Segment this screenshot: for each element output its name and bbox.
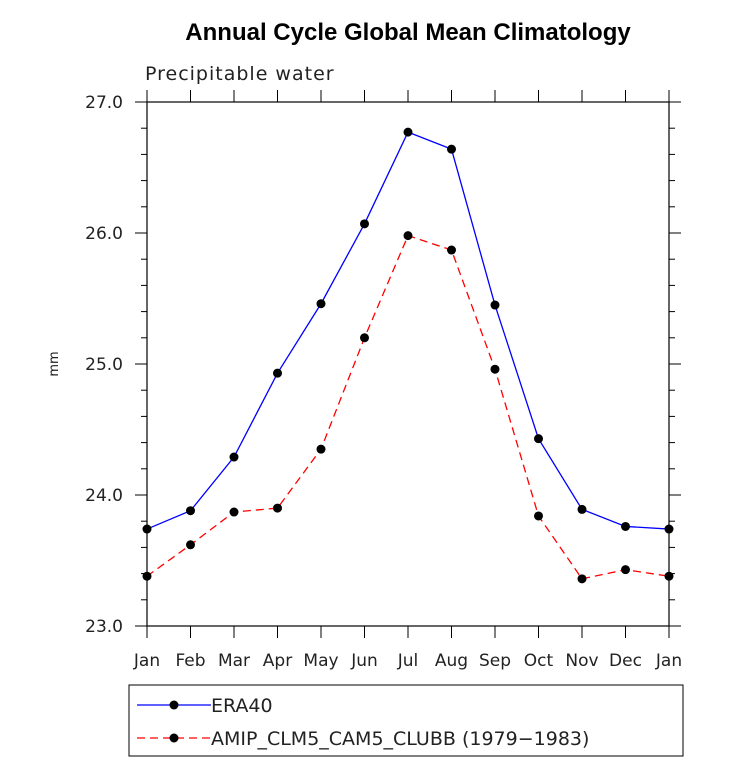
series-0-point <box>316 299 326 309</box>
x-tick-label: Jan <box>133 651 160 671</box>
x-tick-labels: Jan Feb Mar Apr May Jun Jul Aug Sep Oct Nov Dec Jan <box>133 651 682 671</box>
x-tick-label: Sep <box>479 651 511 671</box>
legend: ERA40 AMIP_CLM5_CAM5_CLUBB (1979−1983) <box>128 684 684 757</box>
legend-label-era40: ERA40 <box>211 695 273 717</box>
series-layer <box>142 127 674 584</box>
series-1-point <box>577 574 587 584</box>
x-tick-label: Feb <box>175 651 205 671</box>
series-0-point <box>577 504 587 514</box>
x-tick-label: Nov <box>565 651 598 671</box>
minor-ticks <box>141 127 675 601</box>
y-tick-label: 25.0 <box>85 355 123 375</box>
series-1-point <box>316 444 326 454</box>
y-tick-label: 24.0 <box>85 486 123 506</box>
x-tick-label: Jan <box>655 651 682 671</box>
series-0-point <box>447 144 456 154</box>
y-axis-label: mm <box>47 351 62 376</box>
legend-label-amip: AMIP_CLM5_CAM5_CLUBB (1979−1983) <box>211 728 589 750</box>
series-line-1 <box>146 234 670 580</box>
series-1-point <box>360 333 369 343</box>
y-tick-label: 26.0 <box>85 224 123 244</box>
legend-marker-amip <box>169 733 179 743</box>
x-tick-label: May <box>303 651 338 671</box>
series-0-point <box>621 521 630 531</box>
series-0-point <box>403 127 413 137</box>
y-tick-label: 27.0 <box>85 93 123 113</box>
series-1-point <box>490 364 500 374</box>
y-tick-labels: 23.0 24.0 25.0 26.0 27.0 <box>85 93 123 637</box>
series-0-point <box>273 368 282 378</box>
legend-marker-era40 <box>169 700 179 710</box>
x-tick-label: Dec <box>609 651 642 671</box>
x-tick-label: Apr <box>263 651 292 671</box>
x-tick-label: Jun <box>350 651 378 671</box>
series-line-0 <box>146 131 670 530</box>
major-ticks <box>135 90 681 638</box>
chart-title: Annual Cycle Global Mean Climatology <box>185 19 631 46</box>
plot-frame <box>146 101 670 627</box>
series-0-point <box>186 506 195 516</box>
chart-subtitle: Precipitable water <box>145 63 335 85</box>
series-1-point <box>534 511 543 521</box>
x-tick-label: Oct <box>524 651 554 671</box>
series-1-point <box>273 503 282 513</box>
series-1-point <box>447 245 456 255</box>
series-1-point <box>403 231 413 241</box>
x-tick-label: Jul <box>397 651 419 671</box>
y-tick-label: 23.0 <box>85 617 123 637</box>
legend-box <box>128 684 684 757</box>
series-0-point <box>360 219 369 229</box>
series-0-point <box>229 452 239 462</box>
x-tick-label: Mar <box>218 651 250 671</box>
x-tick-label: Aug <box>435 651 468 671</box>
series-1-point <box>621 565 630 575</box>
series-0-point <box>534 434 543 444</box>
series-1-point <box>186 540 195 550</box>
series-0-point <box>490 300 500 310</box>
series-1-point <box>229 507 239 517</box>
